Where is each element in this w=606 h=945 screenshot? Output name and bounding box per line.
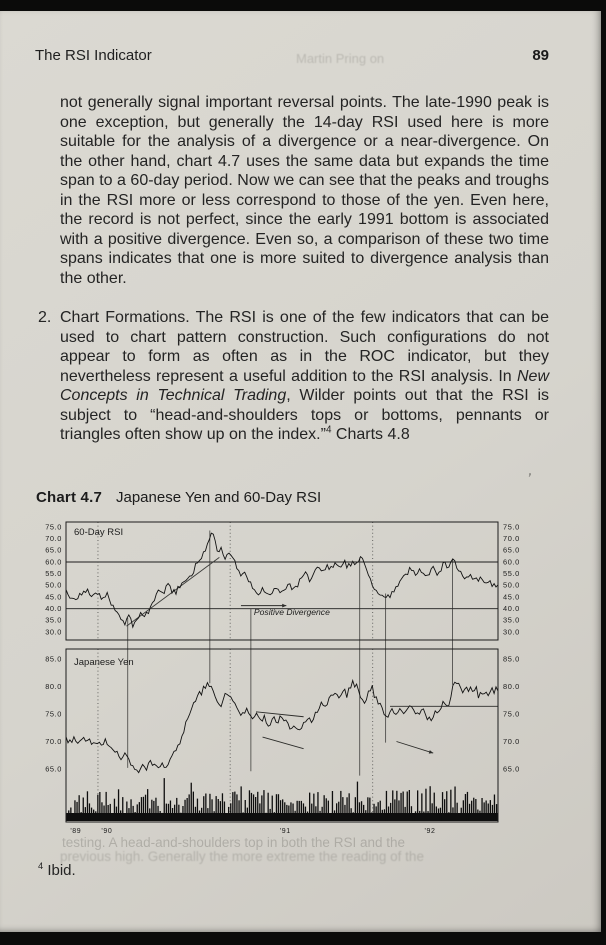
svg-text:60.0: 60.0 [45,557,62,566]
svg-text:'91: '91 [280,828,291,835]
svg-text:60-Day RSI: 60-Day RSI [74,527,123,538]
svg-text:Positive Divergence: Positive Divergence [254,607,330,617]
chart-4-7: 75.0 75.0 70.0 70.0 65.0 65.0 60.0 60.0 55.0 55.0… [34,516,579,853]
svg-text:50.0: 50.0 [503,581,520,590]
footnote-text: Ibid. [43,862,76,879]
footnote: 4 Ibid. [38,861,76,879]
svg-text:75.0: 75.0 [45,522,62,531]
list-text-b: , Wilder points out that the RSI is subj… [60,387,549,443]
chart-caption: Chart 4.7 Japanese Yen and 60-Day RSI [36,489,321,506]
paragraph-continuation: not generally signal important reversal … [60,94,549,287]
svg-text:60.0: 60.0 [503,557,520,566]
svg-text:35.0: 35.0 [503,616,520,625]
yen-rsi-chart: 75.0 75.0 70.0 70.0 65.0 65.0 60.0 60.0 55.0 55.0… [45,521,520,835]
svg-text:30.0: 30.0 [45,627,62,636]
svg-text:40.0: 40.0 [45,604,62,613]
svg-text:65.0: 65.0 [503,546,520,555]
page-number: 89 [532,47,549,64]
svg-text:Japanese Yen: Japanese Yen [74,657,134,668]
chart-number: Chart 4.7 [36,489,102,506]
svg-text:55.0: 55.0 [503,569,520,578]
svg-text:35.0: 35.0 [45,616,62,625]
book-title-italic: New Concepts in Technical Trading [60,367,549,405]
svg-text:70.0: 70.0 [503,534,520,543]
svg-text:70.0: 70.0 [503,737,520,746]
chart-caption-text: Japanese Yen and 60-Day RSI [116,489,322,506]
svg-text:75.0: 75.0 [45,709,62,718]
running-header-title: The RSI Indicator [35,47,152,64]
svg-text:55.0: 55.0 [45,569,62,578]
book-page: Martin Pring on The RSI Indicator 89 not… [0,11,601,932]
footnote-reference: 4 [325,424,332,436]
stray-pen-mark: ʼ [524,470,533,489]
footnote-number: 4 [38,861,44,871]
svg-text:65.0: 65.0 [503,764,520,773]
svg-text:45.0: 45.0 [45,592,62,601]
list-text-a: Chart Formations. The RSI is one of the … [60,309,549,385]
svg-text:75.0: 75.0 [503,522,520,531]
svg-text:80.0: 80.0 [45,682,62,691]
list-number: 2. [38,309,52,326]
svg-text:'92: '92 [425,828,436,835]
svg-text:'90: '90 [101,828,112,835]
svg-text:40.0: 40.0 [503,604,520,613]
svg-text:75.0: 75.0 [503,709,520,718]
svg-text:70.0: 70.0 [45,737,62,746]
svg-text:70.0: 70.0 [45,534,62,543]
svg-text:45.0: 45.0 [503,592,520,601]
list-item-2: 2. Chart Formations. The RSI is one of t… [38,308,549,445]
svg-text:30.0: 30.0 [503,627,520,636]
svg-text:50.0: 50.0 [45,581,62,590]
svg-text:'89: '89 [70,828,81,835]
svg-text:80.0: 80.0 [503,682,520,691]
list-item-2-text: Chart Formations. The RSI is one of the … [60,308,549,445]
svg-text:65.0: 65.0 [45,764,62,773]
svg-text:65.0: 65.0 [45,546,62,555]
ghost-bleed-text-header: Martin Pring on [296,51,385,66]
list-text-c: Charts 4.8 [331,426,410,443]
svg-text:85.0: 85.0 [503,654,520,663]
svg-text:85.0: 85.0 [45,654,62,663]
